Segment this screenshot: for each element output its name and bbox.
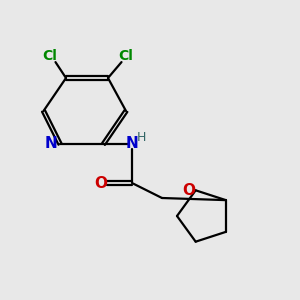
Text: Cl: Cl [118, 49, 134, 63]
Text: O: O [94, 176, 108, 190]
Text: H: H [137, 131, 146, 144]
Text: N: N [44, 136, 57, 152]
Text: O: O [183, 183, 196, 198]
Text: Cl: Cl [43, 49, 58, 63]
Text: N: N [126, 136, 138, 152]
